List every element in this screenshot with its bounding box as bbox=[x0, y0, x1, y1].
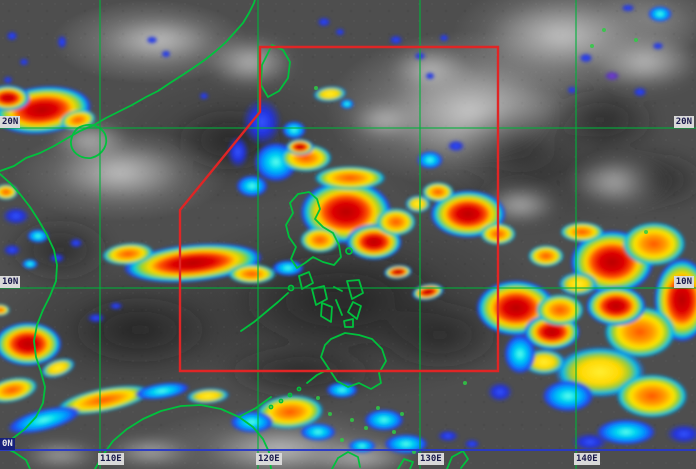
coastline-island-se1 bbox=[397, 458, 414, 469]
coastline-vietnam bbox=[0, 173, 58, 447]
lon-label-140E: 140E bbox=[574, 453, 600, 465]
coastline-luzon bbox=[285, 191, 342, 269]
lat-label-right-20N: 20N bbox=[673, 116, 694, 128]
coastline-mindoro bbox=[298, 271, 314, 290]
coastline-negros bbox=[320, 302, 333, 323]
par-boundary bbox=[178, 45, 500, 373]
green-speckles bbox=[314, 28, 648, 454]
equator-label: 0N bbox=[0, 438, 15, 450]
lat-label-left-10N: 10N bbox=[0, 276, 21, 288]
coastlines bbox=[0, 0, 469, 469]
rain-intensity-overlay bbox=[0, 4, 696, 454]
coastline-sulu-arc bbox=[268, 386, 302, 410]
lon-label-130E: 130E bbox=[418, 453, 444, 465]
coastline-china bbox=[0, 0, 256, 172]
coastline-taiwan bbox=[260, 44, 291, 98]
coastline-palawan bbox=[240, 292, 289, 332]
lon-label-120E: 120E bbox=[256, 453, 282, 465]
coastline-catanduanes bbox=[345, 247, 353, 255]
coastline-leyte bbox=[347, 301, 362, 320]
coastline-sulawesi bbox=[331, 451, 361, 469]
coastline-mindanao bbox=[320, 332, 387, 390]
lat-label-left-20N: 20N bbox=[0, 116, 21, 128]
coastline-samar bbox=[346, 279, 364, 300]
coastline-panay bbox=[311, 285, 328, 306]
coastline-cebu bbox=[335, 299, 343, 316]
lon-label-110E: 110E bbox=[98, 453, 124, 465]
coastline-sabah bbox=[238, 396, 272, 418]
coastline-borneo bbox=[94, 404, 272, 469]
coastline-bohol bbox=[343, 318, 354, 328]
coastline-halmahera bbox=[446, 450, 469, 469]
lat-label-right-10N: 10N bbox=[673, 276, 694, 288]
